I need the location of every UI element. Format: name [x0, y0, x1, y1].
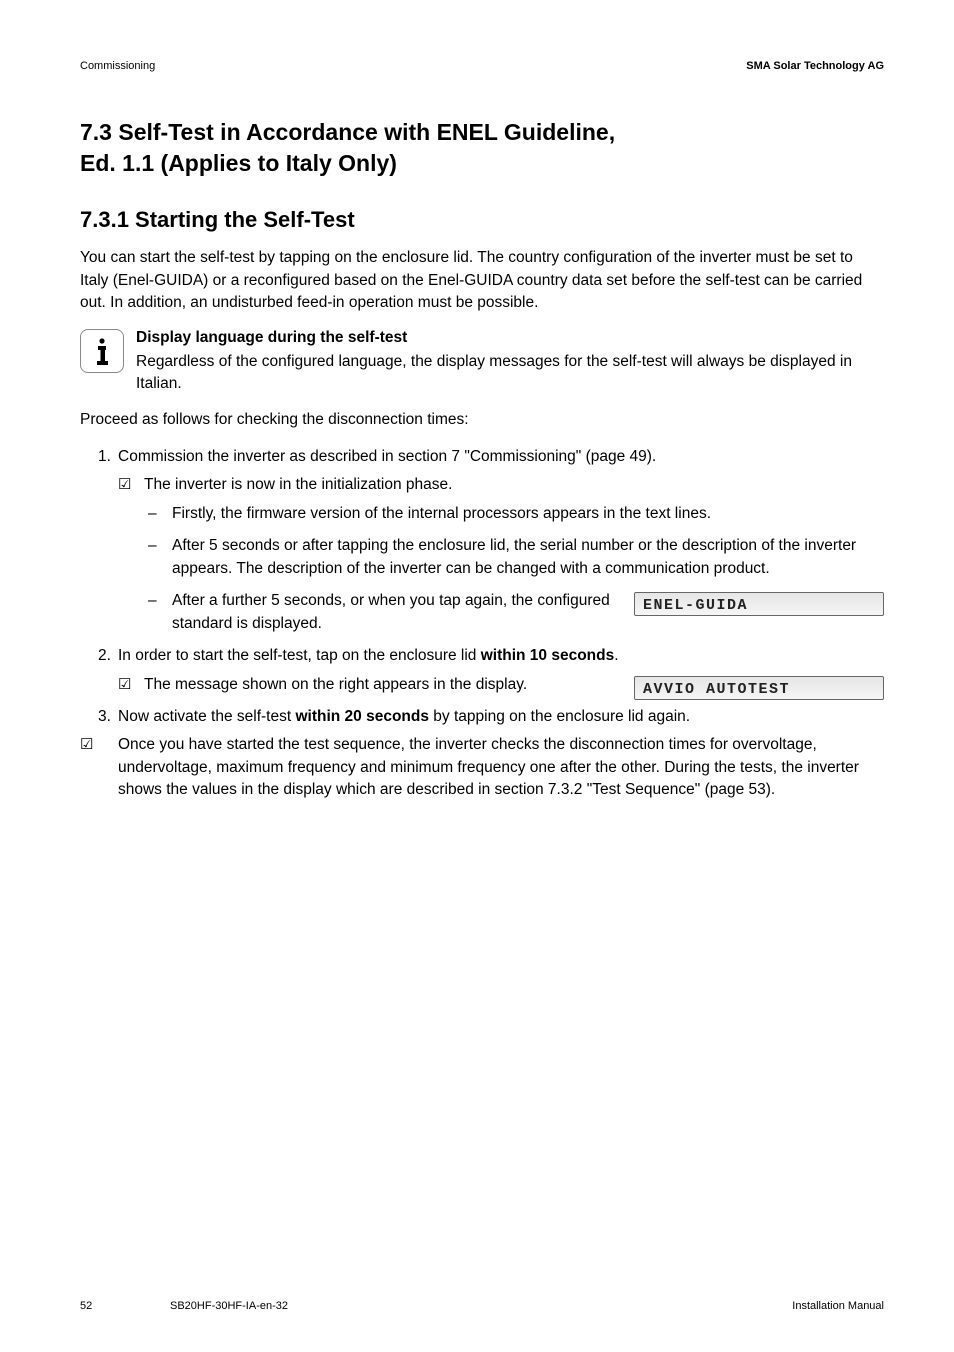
final-check-text: Once you have started the test sequence,…: [118, 734, 884, 801]
step-number: 1.: [80, 446, 118, 468]
step-2-pre: In order to start the self-test, tap on …: [118, 647, 481, 664]
checkmark-icon: ☑: [118, 674, 144, 696]
info-text: Regardless of the configured language, t…: [136, 351, 884, 396]
footer-doc-type: Installation Manual: [792, 1300, 884, 1312]
proceed-text: Proceed as follows for checking the disc…: [80, 409, 884, 431]
step-2-check-text: The message shown on the right appears i…: [144, 674, 610, 696]
checkmark-icon: ☑: [118, 474, 144, 496]
section-heading-7-3-1: 7.3.1 Starting the Self-Test: [80, 207, 884, 233]
step-1-sub-2-text: After 5 seconds or after tapping the enc…: [172, 535, 884, 580]
step-3-text: Now activate the self-test within 20 sec…: [118, 706, 884, 728]
info-icon: [80, 329, 124, 373]
step-1-check-text: The inverter is now in the initializatio…: [144, 474, 884, 496]
step-1-sub-3: – After a further 5 seconds, or when you…: [144, 590, 884, 635]
info-callout: Display language during the self-test Re…: [80, 329, 884, 396]
info-title: Display language during the self-test: [136, 329, 884, 347]
step-number: 2.: [80, 645, 118, 667]
step-2-text: In order to start the self-test, tap on …: [118, 645, 884, 667]
step-2-bold: within 10 seconds: [481, 647, 615, 664]
step-2-check: ☑ The message shown on the right appears…: [80, 674, 884, 700]
info-content: Display language during the self-test Re…: [136, 329, 884, 396]
step-3-bold: within 20 seconds: [295, 708, 429, 725]
dash-icon: –: [144, 590, 172, 612]
page-footer: 52 SB20HF-30HF-IA-en-32 Installation Man…: [80, 1300, 884, 1312]
step-1-sub-1-text: Firstly, the firmware version of the int…: [172, 503, 884, 525]
step-3-post: by tapping on the enclosure lid again.: [429, 708, 690, 725]
dash-icon: –: [144, 535, 172, 557]
step-1: 1. Commission the inverter as described …: [80, 446, 884, 468]
step-3: 3. Now activate the self-test within 20 …: [80, 706, 884, 728]
footer-page-number: 52: [80, 1300, 92, 1312]
step-1-text: Commission the inverter as described in …: [118, 446, 884, 468]
dash-icon: –: [144, 503, 172, 525]
lcd-display-enel: ENEL-GUIDA: [634, 592, 884, 616]
step-1-sublist: – Firstly, the firmware version of the i…: [80, 503, 884, 635]
checkmark-icon: ☑: [80, 734, 118, 756]
step-1-sub-3-text: After a further 5 seconds, or when you t…: [172, 590, 610, 635]
step-2-post: .: [614, 647, 618, 664]
step-2: 2. In order to start the self-test, tap …: [80, 645, 884, 667]
lcd-display-avvio: AVVIO AUTOTEST: [634, 676, 884, 700]
step-1-sub-1: – Firstly, the firmware version of the i…: [144, 503, 884, 525]
heading-line-1: 7.3 Self-Test in Accordance with ENEL Gu…: [80, 119, 615, 145]
intro-paragraph: You can start the self-test by tapping o…: [80, 247, 884, 314]
section-heading-7-3: 7.3 Self-Test in Accordance with ENEL Gu…: [80, 117, 884, 179]
header-section-name: Commissioning: [80, 60, 155, 72]
footer-doc-id: SB20HF-30HF-IA-en-32: [170, 1300, 288, 1312]
final-check: ☑ Once you have started the test sequenc…: [80, 734, 884, 801]
step-1-sub-2: – After 5 seconds or after tapping the e…: [144, 535, 884, 580]
heading-line-2: Ed. 1.1 (Applies to Italy Only): [80, 150, 397, 176]
step-1-check: ☑ The inverter is now in the initializat…: [80, 474, 884, 496]
page-header: Commissioning SMA Solar Technology AG: [80, 60, 884, 72]
step-3-pre: Now activate the self-test: [118, 708, 295, 725]
step-number: 3.: [80, 706, 118, 728]
header-company-name: SMA Solar Technology AG: [746, 60, 884, 72]
page-content: Commissioning SMA Solar Technology AG 7.…: [0, 0, 954, 1352]
